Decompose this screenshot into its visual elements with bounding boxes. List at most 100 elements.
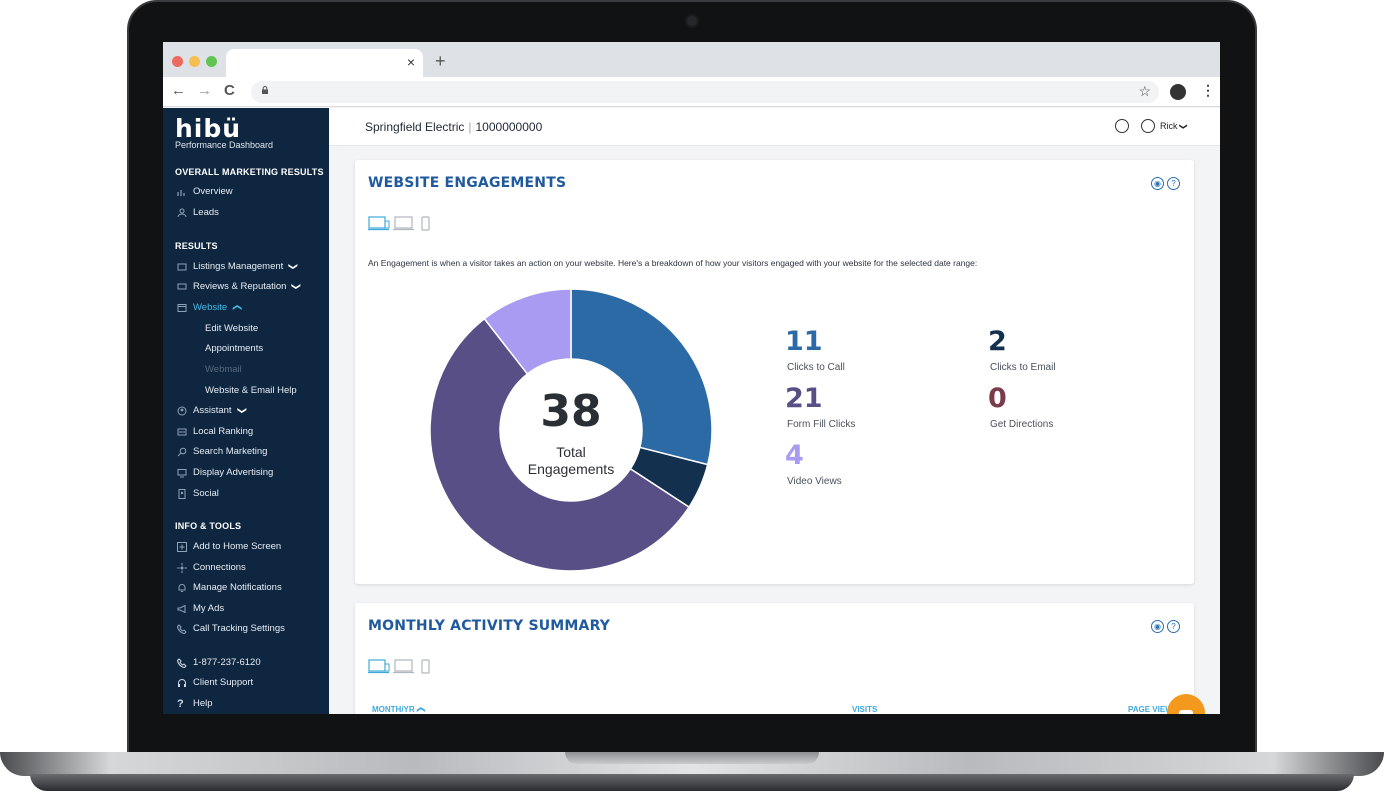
notifications-bell-icon[interactable] <box>1115 119 1129 133</box>
screen: × + ← → C ☆ ⋮ hibü Performance Dashboard… <box>163 42 1220 714</box>
sidebar-item-client-support[interactable]: Client Support <box>177 677 253 688</box>
form-fill-clicks-value: 21 <box>785 383 823 414</box>
sidebar-label: Help <box>193 698 213 709</box>
sidebar-item-notifications[interactable]: Manage Notifications <box>177 582 282 593</box>
close-window-dot[interactable] <box>172 56 183 67</box>
add-square-icon <box>177 541 187 552</box>
sidebar-item-local-ranking[interactable]: Local Ranking <box>177 426 253 437</box>
sidebar-item-connections[interactable]: Connections <box>177 562 246 573</box>
camera-export-icon[interactable]: ◉ <box>1151 177 1164 190</box>
camera <box>685 14 699 28</box>
donut-slice-clicks-to-call[interactable] <box>570 288 713 466</box>
sidebar-item-help[interactable]: ? Help <box>177 698 213 709</box>
subnav-website-email-help[interactable]: Website & Email Help <box>205 385 297 396</box>
help-icon[interactable]: ? <box>1167 620 1180 633</box>
maximize-window-dot[interactable] <box>206 56 217 67</box>
sidebar-item-phone[interactable]: 1-877-237-6120 <box>177 657 261 668</box>
sidebar-item-website[interactable]: Website ❯ <box>177 302 241 313</box>
browser-profile-icon[interactable] <box>1170 84 1186 100</box>
desktop-icon[interactable] <box>368 216 390 231</box>
mobile-icon[interactable] <box>418 659 432 674</box>
sidebar-item-reviews[interactable]: Reviews & Reputation ❯ <box>177 281 302 292</box>
sidebar-item-social[interactable]: Social <box>177 488 219 499</box>
sidebar-label: Call Tracking Settings <box>193 623 285 634</box>
bookmark-star-icon[interactable]: ☆ <box>1138 83 1151 99</box>
sidebar-item-my-ads[interactable]: My Ads <box>177 603 224 614</box>
lock-icon <box>262 86 268 94</box>
sidebar-label: Connections <box>193 562 246 573</box>
form-fill-clicks-label: Form Fill Clicks <box>787 419 856 430</box>
back-icon[interactable]: ← <box>171 82 186 99</box>
total-label-line1: Total <box>556 444 586 460</box>
column-page-views[interactable]: PAGE VIEWS <box>1128 705 1179 714</box>
get-directions-value: 0 <box>988 383 1007 414</box>
minimize-window-dot[interactable] <box>189 56 200 67</box>
chevron-down-icon[interactable]: ❯ <box>236 406 247 415</box>
donut-slice-form-fill-clicks[interactable] <box>429 317 691 572</box>
column-month-yr[interactable]: MONTH/YR ❯ <box>372 705 425 714</box>
column-visits[interactable]: VISITS <box>852 705 878 714</box>
laptop-icon[interactable] <box>393 216 415 231</box>
donut-slice-video-views[interactable] <box>483 288 572 376</box>
user-menu[interactable]: Rick ❯ <box>1160 121 1188 131</box>
search-icon <box>177 447 187 456</box>
section-results: RESULTS <box>175 241 218 251</box>
assistant-icon <box>177 406 187 415</box>
account-number: 1000000000 <box>475 120 543 134</box>
reviews-icon <box>177 283 187 289</box>
total-engagements-value: 38 <box>540 386 602 437</box>
sidebar-item-leads[interactable]: Leads <box>177 207 219 218</box>
new-tab-icon[interactable]: + <box>435 51 446 71</box>
desktop-icon[interactable] <box>368 659 390 674</box>
subnav-edit-website[interactable]: Edit Website <box>205 323 259 334</box>
subnav-appointments[interactable]: Appointments <box>205 343 264 354</box>
laptop-icon[interactable] <box>393 659 415 674</box>
user-avatar-icon[interactable] <box>1141 119 1155 133</box>
sidebar-label: 1-877-237-6120 <box>193 657 261 668</box>
sidebar-label: Search Marketing <box>193 446 268 457</box>
chevron-down-icon: ❯ <box>1178 123 1188 130</box>
tab-close-icon[interactable]: × <box>406 54 415 70</box>
chevron-down-icon[interactable]: ❯ <box>291 282 302 291</box>
get-directions-label: Get Directions <box>990 419 1054 430</box>
website-icon <box>177 303 187 312</box>
question-icon: ? <box>177 697 184 710</box>
reload-icon[interactable]: C <box>224 82 235 99</box>
chevron-down-icon[interactable]: ❯ <box>288 262 299 271</box>
website-engagements-card: WEBSITE ENGAGEMENTS ◉ ? An Engagement is… <box>355 160 1194 584</box>
bell-icon <box>178 583 186 592</box>
sidebar-item-display-advertising[interactable]: Display Advertising <box>177 467 273 478</box>
column-label: MONTH/YR <box>372 705 415 714</box>
address-bar: ← → C ☆ ⋮ <box>163 77 1220 107</box>
hinge-notch <box>565 752 819 764</box>
sidebar-item-add-home[interactable]: Add to Home Screen <box>177 541 281 552</box>
sidebar-label: Overview <box>193 186 233 197</box>
sidebar-item-assistant[interactable]: Assistant ❯ <box>177 405 247 416</box>
listings-icon <box>177 263 187 270</box>
forward-icon[interactable]: → <box>197 82 212 99</box>
sidebar-label: Display Advertising <box>193 467 274 478</box>
headset-icon <box>178 678 186 687</box>
total-engagements-label: Total Engagements <box>501 444 641 478</box>
url-input[interactable]: ☆ <box>251 81 1159 103</box>
hibu-logo[interactable]: hibü <box>175 114 242 143</box>
mobile-icon[interactable] <box>418 216 432 231</box>
subnav-webmail[interactable]: Webmail <box>205 364 242 375</box>
sidebar-item-overview[interactable]: Overview <box>177 186 233 197</box>
help-icon[interactable]: ? <box>1167 177 1180 190</box>
browser-menu-icon[interactable]: ⋮ <box>1201 82 1215 98</box>
clicks-to-email-value: 2 <box>988 326 1007 357</box>
sidebar-item-call-tracking[interactable]: Call Tracking Settings <box>177 623 285 634</box>
sidebar-label: Local Ranking <box>193 426 254 437</box>
chat-button[interactable] <box>1167 694 1205 714</box>
chart-icon <box>177 189 185 196</box>
camera-export-icon[interactable]: ◉ <box>1151 620 1164 633</box>
sidebar-item-search-marketing[interactable]: Search Marketing <box>177 446 267 457</box>
company-name: Springfield Electric <box>365 120 465 134</box>
sidebar-item-listings[interactable]: Listings Management ❯ <box>177 261 299 272</box>
browser-tab[interactable]: × <box>226 49 423 77</box>
connections-icon <box>177 562 187 573</box>
chevron-up-icon[interactable]: ❯ <box>231 303 242 312</box>
sidebar-label: Manage Notifications <box>193 582 282 593</box>
engagement-donut-chart <box>429 288 713 572</box>
